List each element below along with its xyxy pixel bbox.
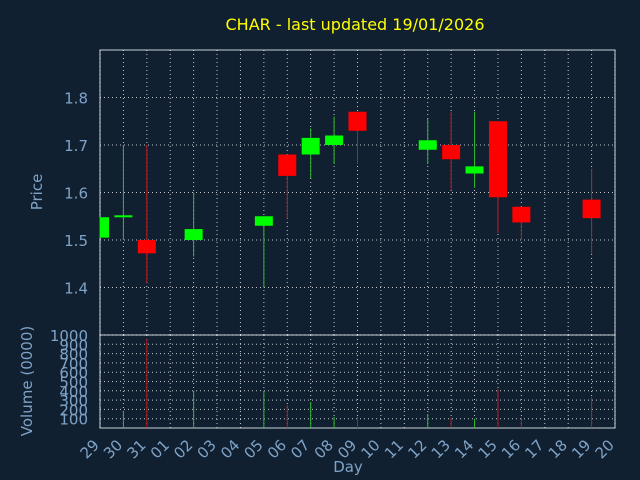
x-tick-label: 11: [381, 436, 407, 462]
volume-axis-label: Volume (0000): [18, 326, 36, 436]
x-tick-label: 15: [475, 436, 501, 462]
volume-tick-label: 1000: [50, 327, 88, 345]
x-tick-label: 12: [404, 436, 430, 462]
chart-title: CHAR - last updated 19/01/2026: [226, 15, 485, 34]
x-tick-label: 29: [77, 436, 103, 462]
volume-tick-label: 400: [59, 383, 88, 401]
volume-tick-label: 600: [59, 364, 88, 382]
x-tick-label: 01: [147, 436, 173, 462]
candle-body: [301, 137, 320, 155]
candle-body: [278, 154, 297, 176]
grid-layer: [99, 49, 616, 429]
x-tick-label: 07: [287, 436, 313, 462]
price-axis-label: Price: [28, 174, 46, 211]
x-tick-label: 02: [170, 436, 196, 462]
volume-panel-frame: [99, 334, 616, 429]
volume-tick-label: 800: [59, 346, 88, 364]
volume-tick-label: 700: [59, 355, 88, 373]
candle-body: [184, 229, 203, 240]
x-tick-label: 04: [217, 436, 243, 462]
candle-body: [254, 216, 273, 226]
x-tick-label: 31: [123, 436, 149, 462]
x-tick-label: 20: [592, 436, 618, 462]
volume-tick-label: 100: [59, 411, 88, 429]
x-tick-label: 30: [100, 436, 126, 462]
price-tick-label: 1.6: [64, 185, 88, 203]
volume-tick-label: 900: [59, 336, 88, 354]
price-tick-label: 1.8: [64, 90, 88, 108]
candle-body: [100, 217, 109, 238]
price-tick-label: 1.5: [64, 232, 88, 250]
x-tick-label: 03: [194, 436, 220, 462]
x-tick-label: 14: [451, 436, 477, 462]
candle-body: [418, 140, 437, 150]
candle-body: [114, 215, 133, 218]
x-tick-label: 17: [521, 436, 547, 462]
volume-tick-label: 300: [59, 392, 88, 410]
price-panel-frame: [99, 49, 616, 336]
price-tick-label: 1.7: [64, 137, 88, 155]
x-tick-label: 16: [498, 436, 524, 462]
candle-body: [512, 206, 531, 223]
candle-body: [582, 199, 601, 219]
x-axis-label: Day: [333, 458, 363, 476]
candle-body: [465, 166, 484, 174]
x-tick-label: 18: [545, 436, 571, 462]
x-tick-label: 06: [264, 436, 290, 462]
marks-layer: [99, 111, 601, 428]
volume-tick-label: 200: [59, 401, 88, 419]
x-tick-label: 05: [240, 436, 266, 462]
candle-body: [442, 145, 461, 160]
candle-body: [348, 111, 367, 131]
volume-tick-label: 500: [59, 374, 88, 392]
candle-body: [137, 240, 156, 254]
x-tick-label: 13: [428, 436, 454, 462]
price-tick-label: 1.4: [64, 280, 88, 298]
x-tick-label: 19: [568, 436, 594, 462]
candle-body: [488, 121, 507, 198]
candle-body: [325, 135, 344, 145]
